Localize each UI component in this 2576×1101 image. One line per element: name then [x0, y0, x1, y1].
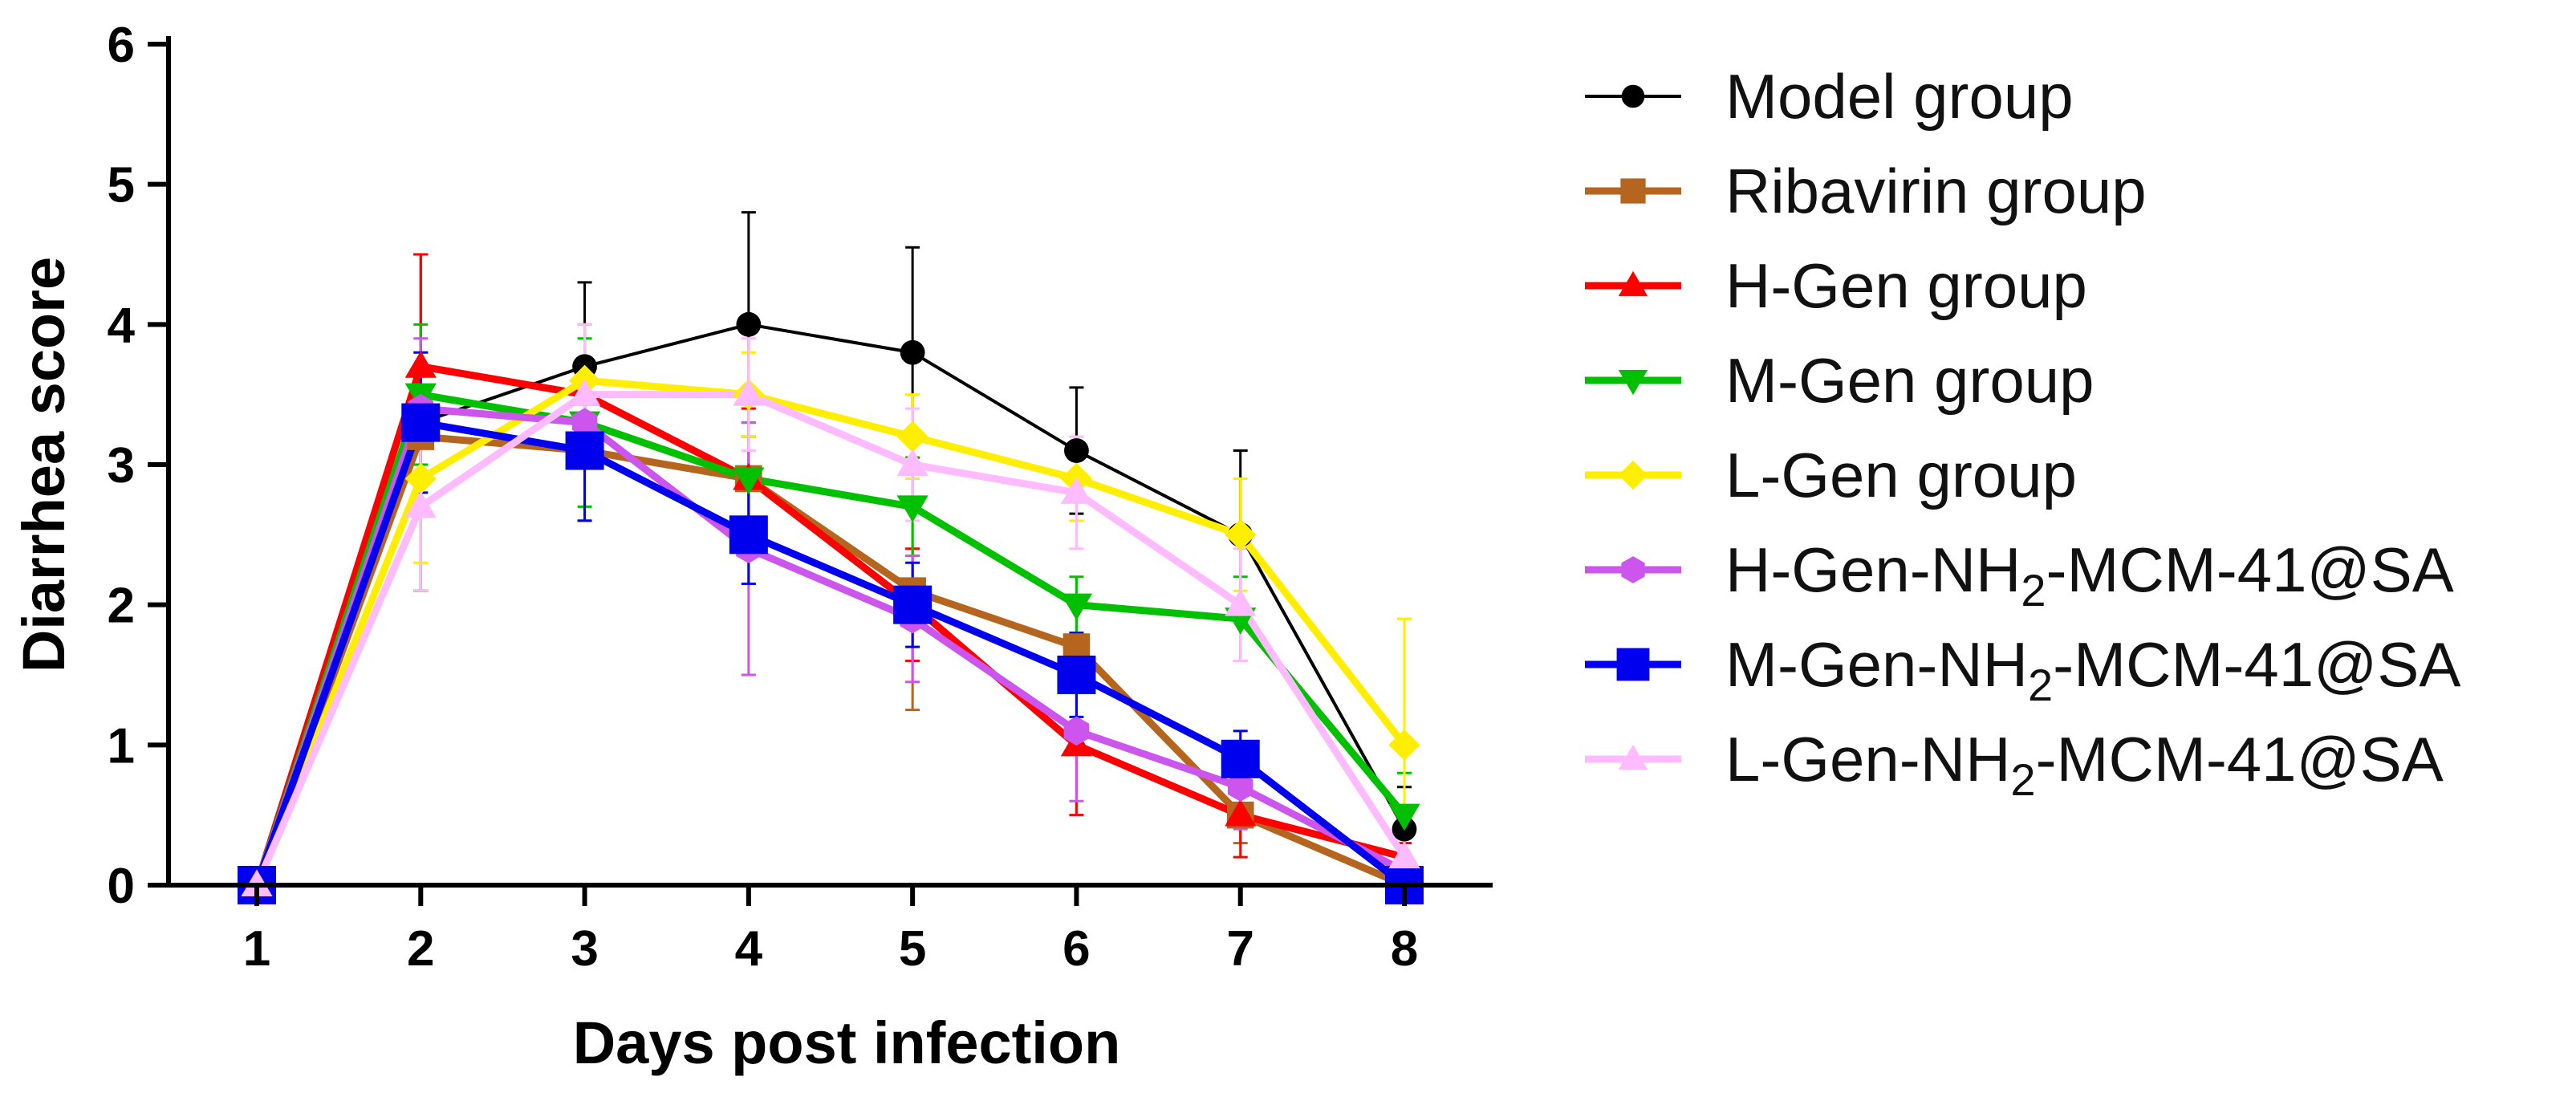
data-point-h-gen-group-day-7 [1225, 799, 1257, 827]
data-point-l-gen-group-day-2 [404, 462, 437, 495]
y-tick-label-4: 4 [108, 298, 136, 353]
x-tick-label-7: 7 [1226, 921, 1253, 977]
x-tick-label-2: 2 [407, 921, 434, 977]
data-point-model-group-day-5 [900, 339, 925, 365]
data-point-m-gen-nh2-mcm-41-sa-day-2 [401, 403, 441, 442]
series-line-h-gen-group [253, 363, 1408, 889]
legend-label-m-gen-group: M-Gen group [1725, 345, 2095, 416]
data-point-h-gen-nh2-mcm-41-sa-day-6 [1063, 716, 1090, 746]
legend-label-model-group: Model group [1725, 61, 2074, 132]
data-point-l-gen-group-day-8 [1388, 729, 1420, 761]
legend-marker-m-gen-group [1618, 370, 1648, 396]
legend-label-h-gen-nh2-mcm-41-sa: H-Gen-NH2-MCM-41@SA [1725, 534, 2454, 616]
x-tick-label-8: 8 [1391, 921, 1418, 977]
x-axis-title: Days post infection [573, 1010, 1121, 1076]
legend-marker-h-gen-group [1618, 270, 1648, 296]
legend-marker-m-gen-nh2-mcm-41-sa [1616, 648, 1650, 681]
legend-marker-l-gen-group [1618, 460, 1648, 490]
legend-label-l-gen-group: L-Gen group [1725, 440, 2077, 510]
series-line-m-gen-group [253, 391, 1408, 889]
series-line-ribavirin-group [253, 433, 1408, 889]
error-bars-layer [413, 211, 1412, 892]
data-point-m-gen-group-day-4 [733, 467, 765, 495]
legend-label-ribavirin-group: Ribavirin group [1725, 156, 2147, 226]
legend-item-l-gen-nh2-mcm-41-sa: L-Gen-NH2-MCM-41@SA [1585, 724, 2444, 805]
y-tick-label-5: 5 [108, 158, 135, 213]
x-tick-label-1: 1 [243, 921, 270, 977]
data-point-m-gen-nh2-mcm-41-sa-day-3 [565, 431, 604, 470]
x-tick-label-6: 6 [1062, 921, 1090, 977]
data-point-m-gen-group-day-8 [1388, 803, 1420, 831]
data-point-l-gen-nh2-mcm-41-sa-day-8 [1388, 841, 1420, 869]
y-axis-title: Diarrhea score [10, 257, 77, 672]
legend-marker-model-group [1621, 84, 1645, 108]
legend-item-l-gen-group: L-Gen group [1585, 440, 2077, 510]
data-point-h-gen-nh2-mcm-41-sa-day-3 [571, 408, 598, 437]
x-tick-label-3: 3 [571, 921, 598, 977]
data-point-l-gen-group-day-5 [896, 420, 928, 453]
legend-marker-ribavirin-group [1620, 178, 1646, 204]
legend-label-m-gen-nh2-mcm-41-sa: M-Gen-NH2-MCM-41@SA [1725, 629, 2460, 710]
legend-marker-l-gen-nh2-mcm-41-sa [1618, 744, 1648, 770]
legend-item-h-gen-group: H-Gen group [1585, 250, 2087, 321]
series-lines-layer [253, 323, 1408, 889]
data-point-h-gen-nh2-mcm-41-sa-day-7 [1227, 772, 1253, 802]
data-point-m-gen-nh2-mcm-41-sa-day-5 [893, 585, 932, 624]
legend-item-ribavirin-group: Ribavirin group [1585, 156, 2147, 226]
series-line-l-gen-nh2-mcm-41-sa [253, 391, 1408, 889]
legend-label-h-gen-group: H-Gen group [1725, 250, 2087, 321]
legend: Model group Ribavirin group H-Gen group M-G… [1585, 61, 2460, 805]
y-tick-label-1: 1 [108, 718, 135, 774]
series-line-l-gen-group [253, 376, 1408, 889]
data-point-l-gen-nh2-mcm-41-sa-day-7 [1225, 589, 1257, 616]
data-point-l-gen-nh2-mcm-41-sa-day-6 [1060, 477, 1093, 504]
legend-marker-h-gen-nh2-mcm-41-sa [1621, 556, 1645, 583]
markers-layer [238, 311, 1424, 904]
x-tick-label-5: 5 [899, 921, 926, 977]
data-point-model-group-day-6 [1064, 438, 1089, 463]
y-tick-label-2: 2 [108, 579, 135, 634]
data-point-h-gen-group-day-2 [404, 351, 437, 378]
data-point-m-gen-group-day-5 [896, 495, 928, 522]
y-tick-label-3: 3 [108, 438, 135, 494]
data-point-l-gen-nh2-mcm-41-sa-day-4 [733, 379, 765, 406]
legend-item-h-gen-nh2-mcm-41-sa: H-Gen-NH2-MCM-41@SA [1585, 534, 2454, 616]
legend-item-model-group: Model group [1585, 61, 2074, 132]
data-point-model-group-day-4 [736, 311, 762, 337]
series-line-m-gen-nh2-mcm-41-sa [253, 419, 1408, 889]
data-point-l-gen-group-day-7 [1225, 518, 1257, 550]
data-point-m-gen-nh2-mcm-41-sa-day-6 [1057, 656, 1096, 694]
y-tick-label-6: 6 [108, 18, 135, 73]
data-point-l-gen-nh2-mcm-41-sa-day-2 [404, 490, 437, 518]
data-point-l-gen-nh2-mcm-41-sa-day-5 [896, 449, 928, 476]
data-point-m-gen-group-day-6 [1060, 593, 1093, 621]
data-point-m-gen-nh2-mcm-41-sa-day-4 [729, 515, 768, 555]
legend-label-l-gen-nh2-mcm-41-sa: L-Gen-NH2-MCM-41@SA [1725, 724, 2444, 805]
x-tick-label-4: 4 [735, 921, 763, 977]
data-point-l-gen-nh2-mcm-41-sa-day-3 [568, 379, 601, 406]
series-line-h-gen-nh2-mcm-41-sa [253, 404, 1408, 889]
y-tick-label-0: 0 [108, 859, 135, 914]
legend-item-m-gen-nh2-mcm-41-sa: M-Gen-NH2-MCM-41@SA [1585, 629, 2460, 710]
legend-item-m-gen-group: M-Gen group [1585, 345, 2095, 416]
data-point-m-gen-nh2-mcm-41-sa-day-7 [1221, 739, 1260, 778]
axes-layer: 0 1 2 3 4 5 6 1 2 3 4 5 6 7 8 Days post infection Diarrh… [10, 18, 1493, 1076]
